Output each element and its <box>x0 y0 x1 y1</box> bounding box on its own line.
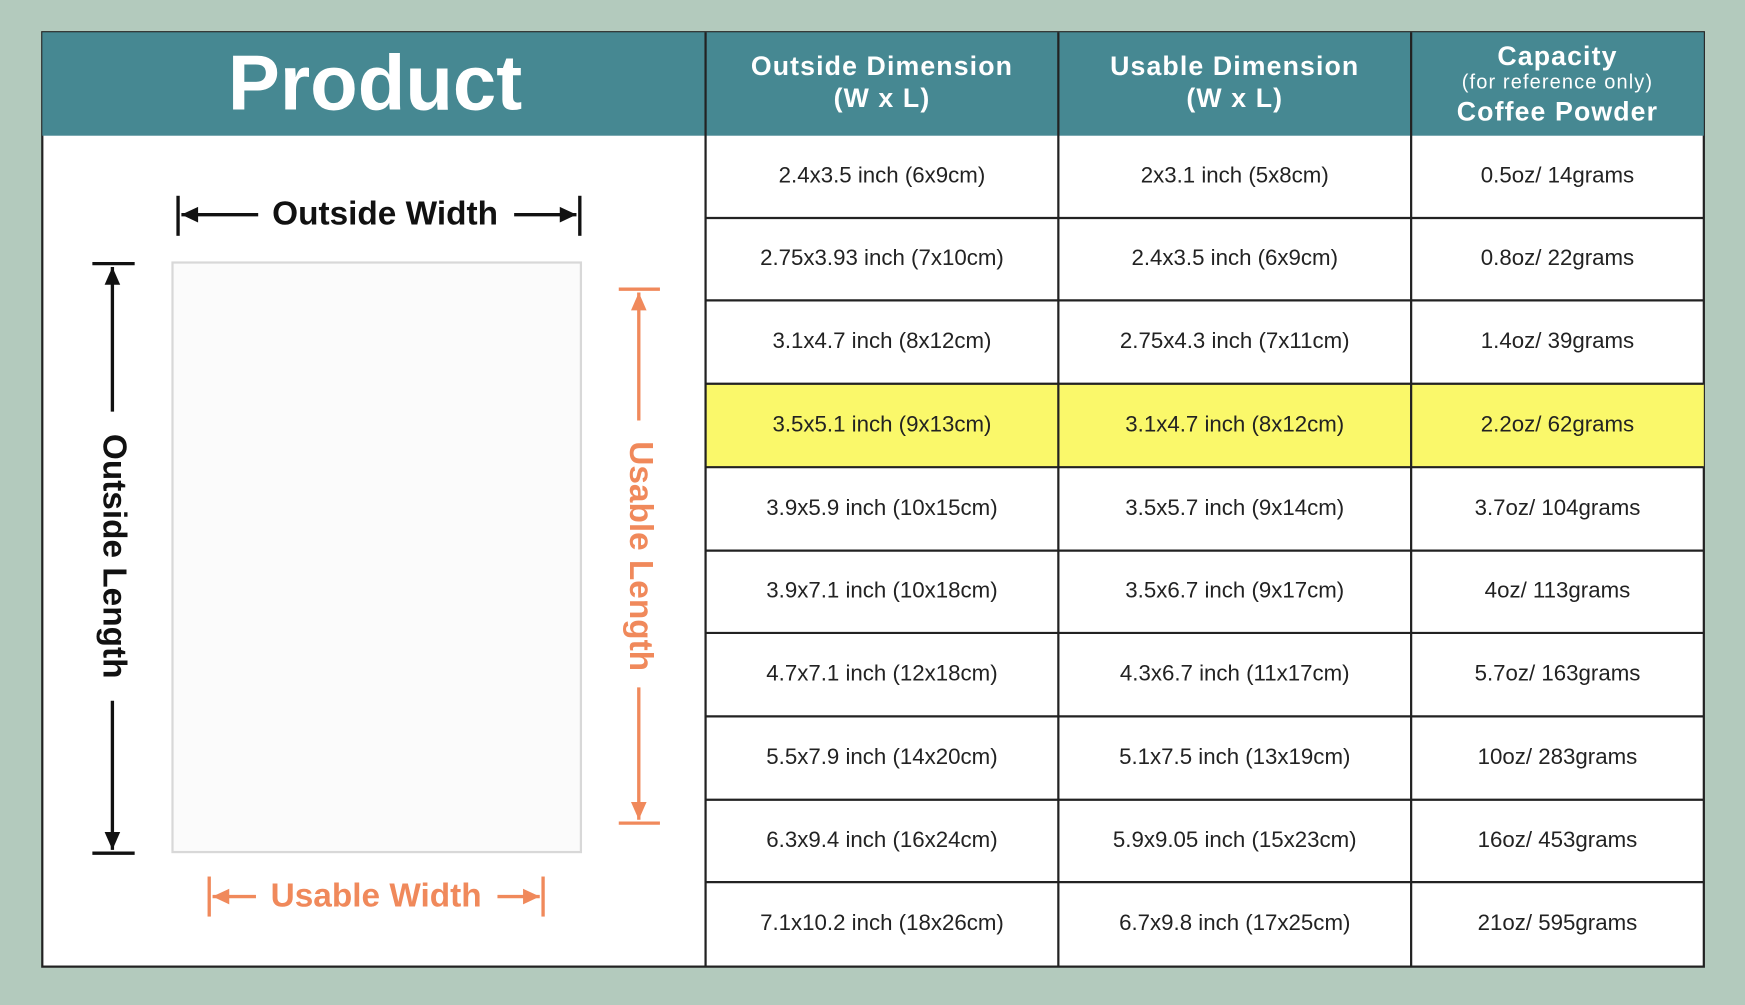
outside-width-label: Outside Width <box>272 196 498 233</box>
cell: 0.5oz/ 14grams <box>1481 163 1634 188</box>
cell: 5.7oz/ 163grams <box>1475 661 1641 686</box>
cell: 5.1x7.5 inch (13x19cm) <box>1119 744 1350 769</box>
cell: 3.9x7.1 inch (10x18cm) <box>766 578 997 603</box>
column-header: Usable Dimension <box>1110 51 1359 81</box>
highlight-row <box>705 383 1704 468</box>
product-heading: Product <box>228 39 522 127</box>
cell: 0.8oz/ 22grams <box>1481 245 1634 270</box>
column-header: (for reference only) <box>1462 72 1653 94</box>
cell: 3.5x6.7 inch (9x17cm) <box>1125 578 1344 603</box>
outside-arrows <box>92 195 582 855</box>
cell: 2.75x3.93 inch (7x10cm) <box>760 245 1004 270</box>
usable-width-label: Usable Width <box>271 877 482 914</box>
cell: 7.1x10.2 inch (18x26cm) <box>760 910 1004 935</box>
cell: 10oz/ 283grams <box>1478 744 1638 769</box>
cell: 6.3x9.4 inch (16x24cm) <box>766 827 997 852</box>
cell: 6.7x9.8 inch (17x25cm) <box>1119 910 1350 935</box>
cell: 3.1x4.7 inch (8x12cm) <box>1125 411 1344 436</box>
cell: 3.9x5.9 inch (10x15cm) <box>766 495 997 520</box>
column-header: (W x L) <box>834 83 931 113</box>
cell: 5.9x9.05 inch (15x23cm) <box>1113 827 1357 852</box>
cell: 3.5x5.1 inch (9x13cm) <box>772 411 991 436</box>
column-header: Outside Dimension <box>751 51 1013 81</box>
cell: 4oz/ 113grams <box>1485 578 1631 603</box>
cell: 21oz/ 595grams <box>1478 910 1638 935</box>
cell: 4.7x7.1 inch (12x18cm) <box>766 661 997 686</box>
cell: 1.4oz/ 39grams <box>1481 328 1634 353</box>
cell: 5.5x7.9 inch (14x20cm) <box>766 744 997 769</box>
cell: 2.4x3.5 inch (6x9cm) <box>779 163 986 188</box>
cell: 3.7oz/ 104grams <box>1475 495 1641 520</box>
column-header: (W x L) <box>1186 83 1283 113</box>
cell: 16oz/ 453grams <box>1478 827 1638 852</box>
bag <box>171 261 583 854</box>
cell: 3.5x5.7 inch (9x14cm) <box>1125 495 1344 520</box>
column-header: Coffee Powder <box>1457 97 1658 127</box>
cell: 3.1x4.7 inch (8x12cm) <box>772 328 991 353</box>
cell: 2.75x4.3 inch (7x11cm) <box>1120 328 1350 353</box>
cell: 2.4x3.5 inch (6x9cm) <box>1131 245 1338 270</box>
usable-arrows <box>207 287 660 917</box>
outside-length-label: Outside Length <box>96 434 133 679</box>
cell: 2x3.1 inch (5x8cm) <box>1141 163 1329 188</box>
usable-length-label: Usable Length <box>622 441 659 671</box>
cell: 4.3x6.7 inch (11x17cm) <box>1120 661 1350 686</box>
column-header: Capacity <box>1497 41 1617 71</box>
header-band <box>42 32 1704 136</box>
cell: 2.2oz/ 62grams <box>1481 411 1634 436</box>
